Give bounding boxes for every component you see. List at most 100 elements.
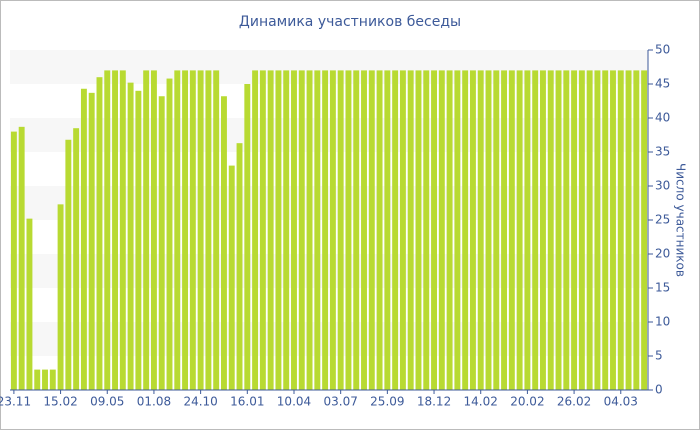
- bar: [244, 84, 251, 390]
- bar: [189, 70, 196, 391]
- bar: [399, 70, 406, 391]
- bar: [594, 70, 601, 391]
- bar: [65, 139, 72, 390]
- bar: [477, 70, 484, 391]
- bar: [112, 70, 118, 391]
- bar: [252, 70, 259, 391]
- bar: [135, 90, 142, 391]
- bar: [42, 369, 48, 390]
- x-tick-label: 23.11: [0, 395, 31, 409]
- bar: [127, 82, 134, 390]
- bar: [88, 92, 95, 390]
- bar: [275, 70, 282, 391]
- bar: [26, 218, 33, 390]
- y-tick-label: 50: [655, 43, 670, 57]
- bar: [57, 204, 64, 390]
- bar: [150, 70, 157, 391]
- bar: [633, 70, 640, 391]
- bar: [547, 70, 554, 391]
- bar: [431, 70, 437, 391]
- bar: [10, 131, 17, 390]
- y-tick-label: 5: [655, 349, 663, 363]
- bar: [532, 70, 539, 391]
- y-tick-label: 0: [655, 383, 663, 397]
- bar: [73, 128, 80, 390]
- bar: [361, 70, 367, 391]
- x-tick-label: 03.07: [323, 395, 357, 409]
- x-tick-label: 01.08: [137, 395, 171, 409]
- x-tick-label: 14.02: [464, 395, 498, 409]
- chart-title: Динамика участников беседы: [239, 14, 461, 30]
- bar: [197, 70, 204, 391]
- bar: [259, 70, 266, 391]
- bar: [221, 96, 227, 391]
- y-tick-label: 25: [655, 213, 670, 227]
- bar: [182, 70, 189, 391]
- bar: [166, 78, 173, 390]
- bar: [298, 70, 305, 391]
- bar: [291, 70, 297, 391]
- x-tick-label: 15.02: [43, 395, 77, 409]
- bar: [384, 70, 391, 391]
- bar: [49, 369, 56, 390]
- bar: [143, 70, 150, 391]
- bar: [571, 70, 578, 391]
- bar: [641, 70, 648, 391]
- bar: [610, 70, 616, 391]
- bar: [555, 70, 562, 391]
- x-tick-label: 10.04: [277, 395, 311, 409]
- x-tick-label: 25.09: [370, 395, 404, 409]
- bar: [586, 70, 593, 391]
- bar: [345, 70, 352, 391]
- bar: [407, 70, 414, 391]
- y-tick-label: 20: [655, 247, 670, 261]
- y-tick-label: 30: [655, 179, 670, 193]
- bar: [446, 70, 453, 391]
- bar: [415, 70, 422, 391]
- bar: [314, 70, 321, 391]
- bar: [392, 70, 399, 391]
- bar: [228, 165, 235, 390]
- bar: [283, 70, 290, 391]
- bar: [462, 70, 469, 391]
- bar: [485, 70, 492, 391]
- bar: [96, 77, 103, 390]
- bar: [602, 70, 609, 391]
- x-tick-label: 04.03: [604, 395, 638, 409]
- bar: [438, 70, 445, 391]
- bar: [578, 70, 585, 391]
- bar: [104, 70, 111, 391]
- bar: [469, 70, 476, 391]
- x-tick-label: 18.12: [417, 395, 451, 409]
- bar: [625, 70, 632, 391]
- bar: [158, 96, 165, 391]
- bar: [423, 70, 430, 391]
- bar: [454, 70, 461, 391]
- bar: [236, 143, 243, 390]
- x-tick-label: 09.05: [90, 395, 124, 409]
- x-tick-label: 16.01: [230, 395, 264, 409]
- bar: [376, 70, 383, 391]
- bar: [524, 70, 531, 391]
- bar: [493, 70, 500, 391]
- y-axis-label: Число участников: [674, 163, 688, 277]
- y-tick-label: 40: [655, 111, 670, 125]
- y-tick-label: 10: [655, 315, 670, 329]
- bar: [353, 70, 360, 391]
- bar: [267, 70, 274, 391]
- bar: [34, 369, 41, 390]
- bar: [322, 70, 329, 391]
- bar: [516, 70, 523, 391]
- x-tick-label: 24.10: [183, 395, 217, 409]
- bar: [80, 88, 87, 390]
- bar: [368, 70, 375, 391]
- x-tick-label: 26.02: [557, 395, 591, 409]
- bar: [18, 126, 25, 390]
- bar: [213, 70, 220, 391]
- bar: [174, 70, 181, 391]
- bar: [540, 70, 546, 391]
- x-tick-label: 20.02: [510, 395, 544, 409]
- bar: [306, 70, 313, 391]
- y-tick-label: 45: [655, 77, 670, 91]
